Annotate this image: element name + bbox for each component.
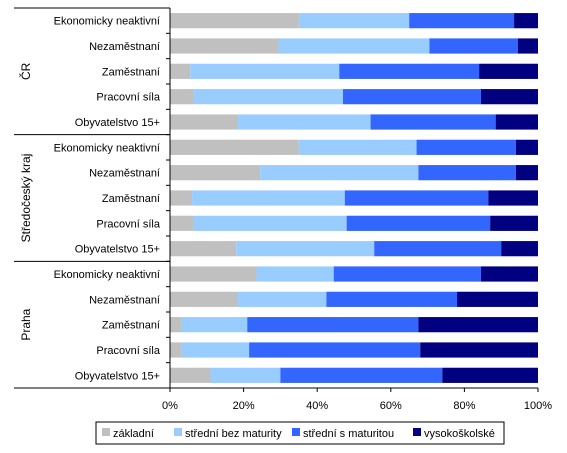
category-label: Pracovní síla <box>96 345 160 357</box>
x-tick-label: 60% <box>380 400 402 412</box>
category-label: Obyvatelstvo 15+ <box>75 117 160 129</box>
legend-swatch <box>413 428 421 436</box>
bar-segment <box>457 291 538 307</box>
bar-segment <box>170 114 239 130</box>
legend-label: střední bez maturity <box>185 428 282 440</box>
bar-segment <box>370 114 496 130</box>
x-tick-labels: 0% 20% 40% 60% 80% 100% <box>162 400 552 412</box>
bar-segment <box>170 165 261 181</box>
bar-segment <box>280 367 443 383</box>
x-tick-label: 100% <box>524 400 552 412</box>
bar-segment <box>260 165 419 181</box>
category-label: Zaměstnaní <box>102 193 160 205</box>
bar-segment <box>170 367 211 383</box>
bar-segment <box>256 266 334 282</box>
category-label: Nezaměstnaní <box>89 168 160 180</box>
bar-segment <box>236 241 375 257</box>
bar-segment <box>170 63 191 79</box>
category-label: Pracovní síla <box>96 92 160 104</box>
bar-segment <box>501 241 538 257</box>
bar-segment <box>416 139 516 155</box>
category-label: Ekonomicky neaktivní <box>54 16 160 28</box>
bar-segment <box>170 13 299 29</box>
x-tick-label: 0% <box>162 400 178 412</box>
bar-segment <box>170 266 257 282</box>
bar-segment <box>249 342 421 358</box>
bar-segment <box>342 89 481 105</box>
bar-segment <box>514 13 538 29</box>
category-label: Zaměstnaní <box>102 66 160 78</box>
category-labels: Ekonomicky neaktivní Nezaměstnaní Zaměstna… <box>54 16 161 383</box>
bar-segment <box>170 215 194 231</box>
bar-segment <box>247 317 419 333</box>
bar-segment <box>418 165 516 181</box>
category-label: Nezaměstnaní <box>89 41 160 53</box>
bar-segment <box>488 190 538 206</box>
axes <box>14 7 539 392</box>
bar-segment <box>374 241 502 257</box>
legend: základní střední bez maturity střední s ma… <box>95 421 505 445</box>
bar-segment <box>442 367 538 383</box>
bar-segment <box>238 114 371 130</box>
category-label: Obyvatelstvo 15+ <box>75 370 160 382</box>
group-label: Středočeský kraj <box>19 154 33 243</box>
plot-area <box>170 13 538 383</box>
group-labels: ČR Středočeský kraj Praha <box>18 62 33 340</box>
bar-segment <box>170 190 193 206</box>
bar-segment <box>480 266 538 282</box>
bar-segment <box>170 317 182 333</box>
category-label: Obyvatelstvo 15+ <box>75 244 160 256</box>
bar-segment <box>480 89 538 105</box>
category-label: Ekonomicky neaktivní <box>54 269 160 281</box>
bar-segment <box>409 13 515 29</box>
bar-segment <box>333 266 481 282</box>
x-tick-label: 40% <box>306 400 328 412</box>
bar-segment <box>193 215 347 231</box>
bar-segment <box>339 63 480 79</box>
bar-segment <box>170 38 279 54</box>
group-label: ČR <box>18 62 33 80</box>
bar-segment <box>170 342 182 358</box>
bar-segment <box>490 215 538 231</box>
bar-segment <box>344 190 489 206</box>
bar-segment <box>298 13 410 29</box>
category-label: Pracovní síla <box>96 218 160 230</box>
bar-segment <box>193 89 343 105</box>
bar-segment <box>418 317 538 333</box>
bar-segment <box>298 139 417 155</box>
bar-segment <box>429 38 518 54</box>
legend-label: základní <box>113 428 154 440</box>
group-label: Praha <box>19 308 33 340</box>
legend-label: střední s maturitou <box>303 428 394 440</box>
bar-segment <box>495 114 538 130</box>
bar-segment <box>515 165 538 181</box>
category-label: Nezaměstnaní <box>89 294 160 306</box>
bar-segment <box>210 367 281 383</box>
bar-segment <box>326 291 458 307</box>
bar-segment <box>278 38 430 54</box>
category-label: Zaměstnaní <box>102 320 160 332</box>
bar-segment <box>238 291 327 307</box>
bar-segment <box>170 139 299 155</box>
legend-swatch <box>292 428 300 436</box>
legend-swatch <box>102 428 110 436</box>
x-tick-label: 80% <box>453 400 475 412</box>
bar-segment <box>170 241 237 257</box>
bar-segment <box>420 342 538 358</box>
category-label: Ekonomicky neaktivní <box>54 142 160 154</box>
bar-segment <box>479 63 538 79</box>
bar-segment <box>170 89 194 105</box>
bar-segment <box>192 190 345 206</box>
x-tick-label: 20% <box>233 400 255 412</box>
bar-segment <box>170 291 239 307</box>
bar-segment <box>517 38 538 54</box>
bar-segment <box>190 63 340 79</box>
bar-segment <box>181 342 250 358</box>
legend-label: vysokoškolské <box>424 428 495 440</box>
bar-segment <box>346 215 491 231</box>
bar-segment <box>181 317 248 333</box>
bar-segment <box>515 139 538 155</box>
legend-swatch <box>174 428 182 436</box>
